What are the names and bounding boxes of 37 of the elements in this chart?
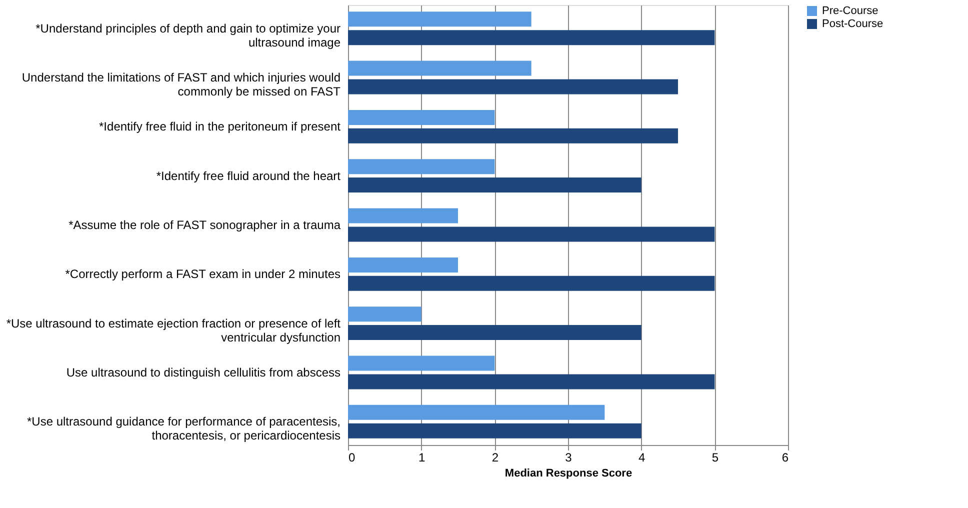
bar — [348, 276, 715, 291]
legend-label: Pre-Course — [822, 5, 878, 17]
x-tick-label: 0 — [348, 450, 356, 464]
legend-label: Post-Course — [822, 18, 884, 30]
x-tick-label: 1 — [418, 450, 426, 464]
y-tick-label: *Use ultrasound guidance for performance of paracentesis, thoracentesis, or pericardiocentesis — [26, 414, 340, 443]
bar — [348, 325, 642, 340]
bar — [348, 257, 458, 272]
bar — [348, 356, 495, 371]
bar — [348, 110, 495, 125]
bar — [348, 404, 605, 420]
bar — [348, 159, 495, 174]
bar — [348, 208, 458, 224]
x-axis-title: Median Response Score — [504, 468, 632, 480]
bar — [348, 12, 532, 27]
bar — [348, 60, 532, 76]
bar — [348, 128, 678, 144]
y-tick-label: *Identify free fluid in the peritoneum if present — [99, 120, 342, 134]
y-tick-label: Use ultrasound to distinguish cellulitis from abscess — [66, 365, 340, 380]
x-tick-label: 3 — [565, 450, 572, 464]
y-tick-label: *Understand principles of depth and gain to optimize your ultrasound image — [36, 21, 341, 50]
bar — [348, 79, 678, 94]
y-tick-label: *Identify free fluid around the heart — [156, 168, 342, 183]
y-tick-label: *Use ultrasound to estimate ejection fraction or presence of left ventricular dysfunction — [6, 316, 342, 344]
y-tick-label: *Correctly perform a FAST exam in under 2 minutes — [65, 267, 340, 282]
bar — [348, 306, 422, 322]
bar — [348, 374, 715, 390]
y-tick-label: Understand the limitations of FAST and which injuries would commonly be missed on FAST — [22, 70, 342, 99]
x-tick-label: 5 — [712, 450, 719, 464]
bar — [348, 178, 642, 193]
bar — [348, 226, 715, 242]
x-tick-label: 6 — [782, 450, 789, 464]
bar — [348, 30, 715, 46]
x-tick-label: 2 — [492, 450, 499, 464]
x-tick-label: 4 — [638, 450, 646, 464]
y-tick-label: *Assume the role of FAST sonographer in a trauma — [68, 218, 341, 232]
bar — [348, 423, 642, 438]
